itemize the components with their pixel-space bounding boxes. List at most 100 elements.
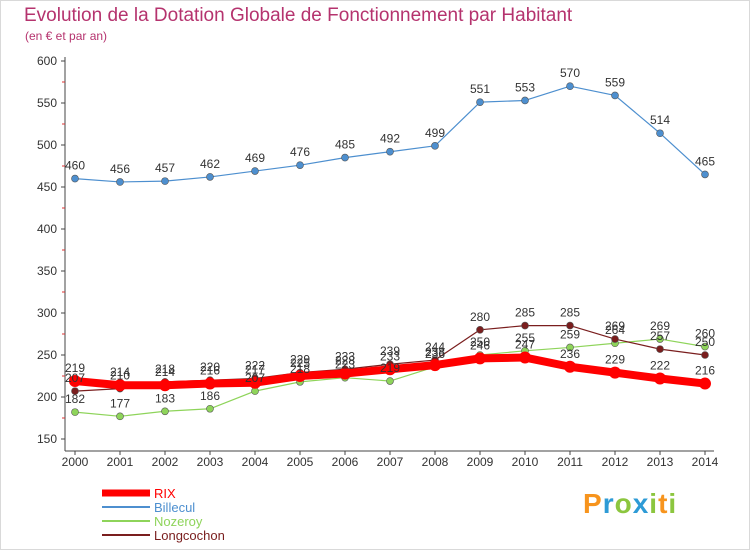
data-label-billecul: 462 xyxy=(200,157,220,171)
data-label-nozeroy: 264 xyxy=(605,323,625,337)
data-label-billecul: 476 xyxy=(290,145,310,159)
data-label-rix: 225 xyxy=(290,356,310,370)
legend-label-nozeroy: Nozeroy xyxy=(154,514,203,529)
data-label-nozeroy: 186 xyxy=(200,389,220,403)
y-tick-label: 350 xyxy=(37,264,57,278)
data-label-rix: 229 xyxy=(605,353,625,367)
data-label-billecul: 551 xyxy=(470,82,490,96)
data-label-rix: 246 xyxy=(470,338,490,352)
data-point-billecul xyxy=(341,153,349,162)
data-label-rix: 247 xyxy=(515,338,535,352)
x-tick-label: 2003 xyxy=(197,455,224,469)
data-label-billecul: 492 xyxy=(380,132,400,146)
data-point-longcochon xyxy=(566,321,574,330)
x-tick-label: 2011 xyxy=(557,455,583,469)
data-point-rix xyxy=(564,360,576,373)
data-point-rix xyxy=(114,379,126,392)
data-point-longcochon xyxy=(611,335,619,343)
x-tick-label: 2008 xyxy=(422,455,449,469)
data-label-longcochon: 280 xyxy=(470,310,490,324)
data-label-longcochon: 229 xyxy=(290,353,310,367)
data-point-billecul xyxy=(521,96,529,105)
x-tick-label: 2009 xyxy=(467,455,494,469)
data-label-longcochon: 233 xyxy=(335,349,355,363)
data-point-nozeroy xyxy=(566,343,574,352)
data-label-billecul: 499 xyxy=(425,126,445,140)
data-point-rix xyxy=(519,351,531,364)
x-tick-label: 2007 xyxy=(377,455,404,469)
data-point-billecul xyxy=(701,170,709,179)
data-point-rix xyxy=(654,372,666,385)
data-point-longcochon xyxy=(476,325,484,334)
data-label-longcochon: 269 xyxy=(605,319,625,333)
data-label-billecul: 559 xyxy=(605,75,625,89)
y-tick-label: 300 xyxy=(37,306,57,320)
legend-label-rix: RIX xyxy=(154,486,176,501)
data-label-billecul: 570 xyxy=(560,66,580,80)
data-label-nozeroy: 236 xyxy=(425,347,445,361)
x-tick-label: 2006 xyxy=(332,455,359,469)
y-tick-label: 400 xyxy=(37,222,57,236)
data-point-nozeroy xyxy=(386,377,394,385)
data-label-billecul: 465 xyxy=(695,154,715,168)
data-label-billecul: 457 xyxy=(155,161,175,175)
chart-title: Evolution de la Dotation Globale de Fonc… xyxy=(24,5,573,26)
data-label-billecul: 485 xyxy=(335,138,355,152)
y-tick-label: 450 xyxy=(37,180,57,194)
data-point-rix xyxy=(384,363,396,376)
data-label-nozeroy: 182 xyxy=(65,392,85,406)
data-point-nozeroy xyxy=(116,412,124,421)
data-point-billecul xyxy=(431,142,439,150)
data-point-nozeroy xyxy=(701,342,709,351)
data-label-billecul: 456 xyxy=(110,162,130,176)
data-label-nozeroy: 260 xyxy=(695,327,715,341)
data-label-nozeroy: 177 xyxy=(110,396,130,410)
data-label-nozeroy: 207 xyxy=(245,371,265,385)
x-tick-label: 2002 xyxy=(152,455,179,469)
data-point-nozeroy xyxy=(71,408,79,416)
x-tick-label: 2001 xyxy=(107,455,134,469)
data-label-rix: 222 xyxy=(650,359,670,373)
data-point-billecul xyxy=(161,177,169,185)
data-point-billecul xyxy=(251,167,259,175)
data-point-rix xyxy=(609,366,621,379)
data-label-nozeroy: 269 xyxy=(650,319,670,333)
data-point-billecul xyxy=(566,82,574,90)
data-label-longcochon: 239 xyxy=(380,344,400,358)
data-point-longcochon xyxy=(656,345,664,353)
data-label-nozeroy: 218 xyxy=(290,362,310,376)
data-label-billecul: 460 xyxy=(65,159,85,173)
data-label-rix: 238 xyxy=(425,345,445,359)
data-label-rix: 219 xyxy=(65,361,85,375)
data-label-nozeroy: 219 xyxy=(380,361,400,375)
data-label-longcochon: 250 xyxy=(695,335,715,349)
data-label-longcochon: 257 xyxy=(650,329,670,343)
legend-label-longcochon: Longcochon xyxy=(154,528,225,543)
data-label-rix: 216 xyxy=(695,364,715,378)
data-point-rix xyxy=(69,375,81,388)
data-point-nozeroy xyxy=(161,407,169,416)
x-tick-label: 2004 xyxy=(242,455,269,469)
y-tick-label: 500 xyxy=(37,138,57,152)
data-point-nozeroy xyxy=(206,404,214,413)
data-point-billecul xyxy=(476,98,484,106)
data-label-nozeroy: 255 xyxy=(515,331,535,345)
x-tick-label: 2014 xyxy=(692,455,719,469)
data-point-rix xyxy=(339,367,351,380)
data-point-billecul xyxy=(296,161,304,169)
data-point-billecul xyxy=(206,173,214,181)
x-tick-label: 2010 xyxy=(512,455,539,469)
data-label-longcochon: 285 xyxy=(560,306,580,320)
data-label-billecul: 469 xyxy=(245,151,265,165)
legend-label-billecul: Billecul xyxy=(154,500,195,515)
chart-subtitle: (en € et par an) xyxy=(25,29,108,43)
data-label-rix: 233 xyxy=(380,349,400,363)
data-point-billecul xyxy=(386,147,394,156)
data-point-rix xyxy=(429,359,441,372)
data-point-rix xyxy=(159,379,171,392)
data-label-billecul: 553 xyxy=(515,80,535,94)
data-label-billecul: 514 xyxy=(650,113,670,127)
data-point-longcochon xyxy=(701,351,709,359)
y-tick-label: 250 xyxy=(37,348,57,362)
data-point-billecul xyxy=(656,129,664,138)
